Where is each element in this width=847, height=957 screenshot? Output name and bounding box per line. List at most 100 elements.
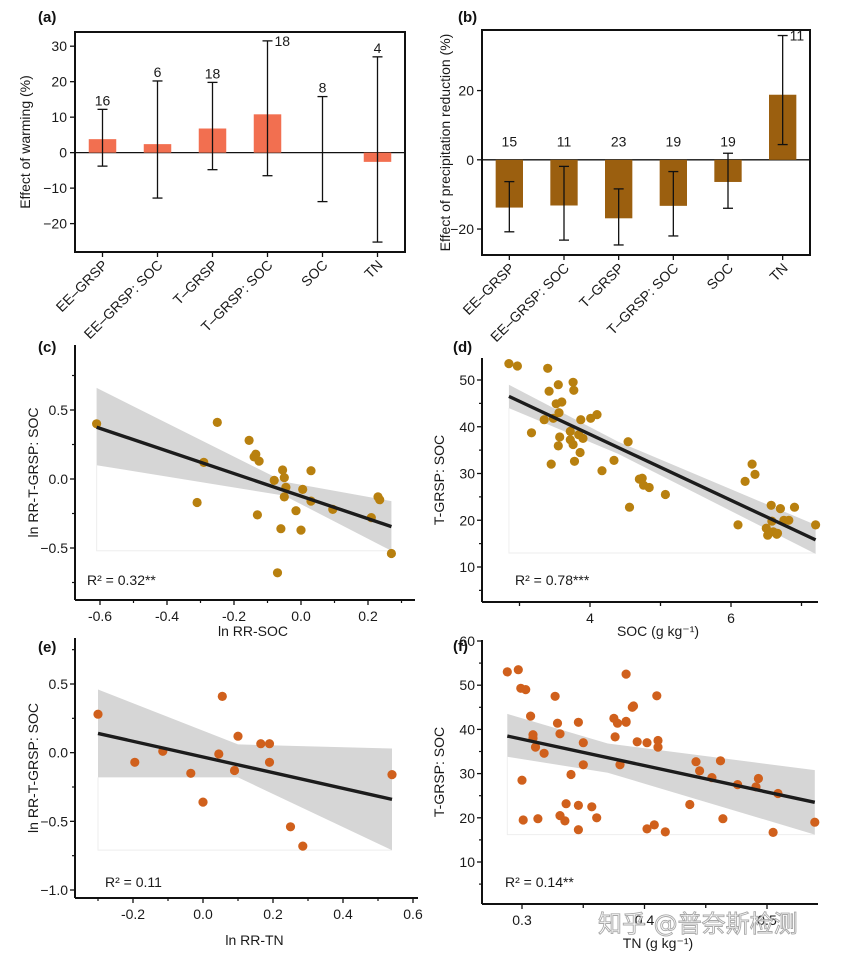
panel-label: (d): [453, 339, 472, 356]
y-axis-title: Effect of warming (%): [17, 75, 33, 209]
x-tick-label: 0.5: [757, 912, 777, 928]
y-tick-label: 20: [459, 512, 475, 528]
x-category-label: T–GRSP: [170, 257, 221, 308]
data-point: [256, 739, 266, 749]
sample-size-label: 11: [790, 28, 805, 44]
data-point: [279, 473, 289, 483]
x-tick-label: 0.0: [291, 608, 311, 624]
y-tick-label: 50: [459, 677, 475, 693]
data-point: [560, 816, 570, 826]
panel-e: (e) −1.0 −0.5 0.0 0.5 -0.2 0.0 0.2 0.4 0.6 ln RR-T…: [25, 638, 423, 948]
data-point: [539, 415, 549, 425]
data-point: [539, 748, 549, 758]
data-point: [652, 691, 662, 701]
y-axis-title: T-GRSP: SOC: [431, 727, 447, 817]
data-point: [623, 437, 633, 447]
data-point: [264, 739, 275, 749]
y-tick-label: −20: [43, 216, 67, 232]
data-point: [561, 799, 571, 809]
data-point: [660, 489, 671, 500]
data-point: [92, 419, 102, 429]
sample-size-label: 6: [154, 64, 162, 80]
data-point: [521, 685, 531, 695]
y-tick-label: 0.5: [49, 676, 69, 692]
x-tick-label: -0.2: [121, 906, 145, 922]
data-point: [93, 709, 103, 719]
data-point: [386, 548, 396, 559]
data-point: [644, 482, 654, 493]
data-point: [691, 757, 701, 767]
data-point: [251, 449, 261, 459]
y-tick-label: 40: [459, 419, 475, 435]
data-point: [387, 770, 397, 780]
data-point: [612, 718, 623, 728]
data-point: [252, 510, 262, 520]
data-point: [565, 426, 575, 436]
panel-c: (c) −0.5 0.0 0.5 -0.6 -0.4 -0.2 0.0 0.2 ln RR-SOC…: [25, 339, 415, 639]
data-point: [733, 520, 743, 530]
y-axis-title: ln RR-T-GRSP: SOC: [25, 703, 41, 833]
data-point: [576, 415, 586, 425]
data-point: [214, 749, 224, 759]
r-squared-annotation: R² = 0.14**: [505, 874, 574, 890]
data-point: [578, 760, 588, 770]
panel-a: (a) −20 −10 0 10 20 30 Effect of warming (%) EE–…: [17, 9, 406, 342]
regression-line: [506, 734, 816, 804]
data-point: [789, 502, 800, 512]
data-point: [217, 691, 227, 702]
sample-size-label: 18: [275, 33, 291, 49]
data-point: [553, 441, 563, 451]
data-point: [555, 729, 565, 739]
sample-size-label: 16: [95, 92, 111, 108]
sample-size-label: 11: [557, 134, 572, 150]
y-tick-label: 20: [51, 74, 67, 90]
data-point: [649, 820, 659, 830]
data-point: [621, 717, 631, 727]
data-point: [504, 359, 514, 369]
data-point: [233, 731, 243, 741]
panel-d: (d) 10 20 30 40 50 4 6 SOC (g kg⁻¹) T-GRSP: SOC R²…: [431, 339, 821, 639]
x-tick-label: 4: [586, 610, 594, 626]
data-point: [186, 768, 196, 778]
data-point: [550, 691, 560, 701]
data-point: [192, 497, 202, 508]
x-tick-label: 0.3: [512, 912, 532, 928]
data-point: [530, 742, 541, 752]
data-point: [632, 737, 642, 747]
y-tick-label: 0.0: [49, 471, 69, 487]
data-point: [587, 802, 597, 812]
y-tick-label: −1.0: [40, 882, 68, 898]
data-point: [642, 824, 652, 834]
data-point: [291, 506, 301, 516]
panel-label: (c): [38, 339, 56, 356]
confidence-band: [507, 713, 815, 835]
x-category-label: TN: [361, 257, 386, 282]
data-point: [244, 435, 254, 445]
data-point: [551, 399, 561, 409]
y-axis-title: ln RR-T-GRSP: SOC: [25, 408, 41, 538]
panel-label: (f): [453, 638, 468, 655]
data-point: [775, 504, 786, 514]
data-point: [811, 520, 821, 530]
data-point: [753, 773, 764, 784]
r-squared-annotation: R² = 0.32**: [87, 572, 156, 588]
data-point: [660, 827, 670, 837]
x-tick-label: 0.2: [263, 906, 283, 922]
y-axis-title: Effect of precipitation reduction (%): [437, 34, 453, 252]
data-point: [285, 822, 296, 832]
data-point: [269, 475, 279, 485]
data-point: [517, 775, 527, 785]
sample-size-label: 18: [205, 65, 221, 81]
sample-size-label: 8: [319, 80, 327, 96]
data-point: [715, 756, 726, 766]
band-guide: [506, 756, 815, 836]
watermark-text: 知乎 @普奈斯检测: [598, 910, 798, 938]
y-tick-label: 60: [459, 633, 475, 649]
x-axis-title: SOC (g kg⁻¹): [617, 623, 699, 639]
data-point: [512, 361, 523, 371]
confidence-band: [98, 689, 392, 851]
data-point: [198, 797, 208, 807]
regression-line: [97, 731, 393, 802]
y-tick-label: 0.5: [49, 402, 69, 418]
